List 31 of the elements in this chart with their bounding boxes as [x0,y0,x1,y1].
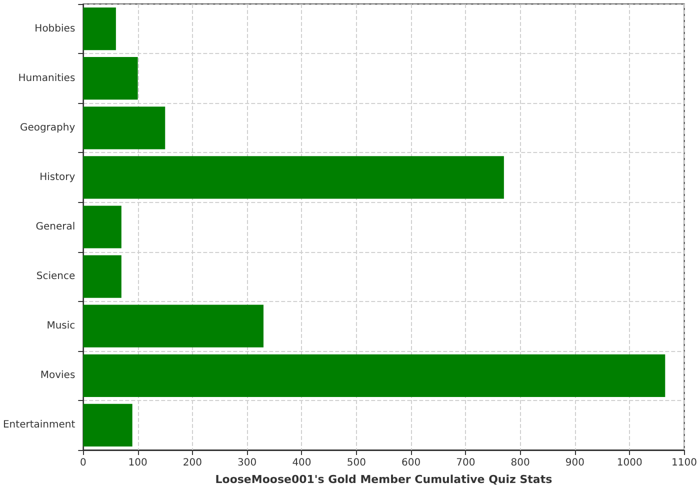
x-tick-label: 100 [128,458,148,468]
bar [83,57,138,100]
y-tick-label: General [36,222,76,232]
bar [83,7,116,50]
x-tick-label: 700 [456,458,476,468]
y-tick-label: Humanities [18,72,76,84]
y-tick-label: Science [36,271,76,282]
x-tick-label: 400 [292,458,312,468]
x-tick-label: 600 [401,458,421,468]
bar [83,156,504,199]
x-tick-label: 1000 [616,458,642,468]
bar [83,404,132,447]
y-tick-label: Entertainment [2,420,76,431]
x-axis-title: LooseMoose001's Gold Member Cumulative Quiz Stats [215,473,553,486]
bar [83,255,122,298]
bar [83,304,264,348]
y-tick-label: History [40,172,76,183]
bar [83,206,122,248]
x-tick-label: 1100 [672,458,697,468]
x-tick-label: 0 [80,458,86,468]
y-tick-label: Hobbies [34,23,76,34]
y-tick-label: Geography [20,122,76,134]
x-tick-label: 300 [238,458,257,468]
bar [83,106,166,150]
x-tick-label: 500 [346,458,366,468]
y-tick-label: Movies [40,370,76,382]
x-tick-label: 900 [565,458,585,468]
bar [83,354,666,397]
y-tick-label: Music [46,320,76,332]
x-tick-label: 200 [182,458,202,468]
x-tick-label: 800 [510,458,530,468]
